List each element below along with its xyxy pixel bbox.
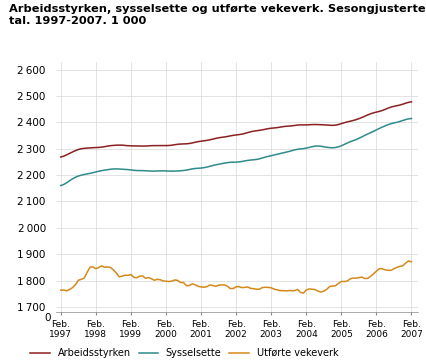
Arbeidsstyrken [385, 106, 390, 110]
Arbeidsstyrken [408, 100, 413, 104]
Line: Sysselsette: Sysselsette [60, 118, 411, 185]
Sysselsette [277, 151, 282, 156]
Sysselsette [294, 147, 299, 151]
Arbeidsstyrken [207, 138, 212, 142]
Sysselsette [93, 170, 98, 174]
Arbeidsstyrken [140, 144, 145, 148]
Utførte vekeverk [405, 259, 410, 263]
Sysselsette [140, 168, 145, 173]
Arbeidsstyrken [58, 155, 63, 159]
Arbeidsstyrken [294, 123, 299, 127]
Utførte vekeverk [140, 274, 145, 278]
Utførte vekeverk [388, 268, 393, 273]
Sysselsette [58, 183, 63, 188]
Utførte vekeverk [93, 266, 98, 271]
Utførte vekeverk [58, 288, 63, 292]
Line: Arbeidsstyrken: Arbeidsstyrken [60, 102, 411, 157]
Text: 0: 0 [45, 313, 51, 323]
Line: Utførte vekeverk: Utførte vekeverk [60, 261, 411, 293]
Utførte vekeverk [207, 283, 212, 287]
Utførte vekeverk [408, 260, 413, 264]
Sysselsette [207, 164, 212, 168]
Sysselsette [408, 116, 413, 121]
Utførte vekeverk [300, 291, 305, 295]
Sysselsette [385, 122, 390, 127]
Arbeidsstyrken [93, 145, 98, 150]
Utførte vekeverk [294, 287, 299, 291]
Arbeidsstyrken [277, 125, 282, 129]
Legend: Arbeidsstyrken, Sysselsette, Utførte vekeverk: Arbeidsstyrken, Sysselsette, Utførte vek… [30, 348, 337, 358]
Utførte vekeverk [277, 289, 282, 293]
Text: Arbeidsstyrken, sysselsette og utførte vekeverk. Sesongjusterte
tal. 1997-2007. : Arbeidsstyrken, sysselsette og utførte v… [9, 4, 424, 26]
